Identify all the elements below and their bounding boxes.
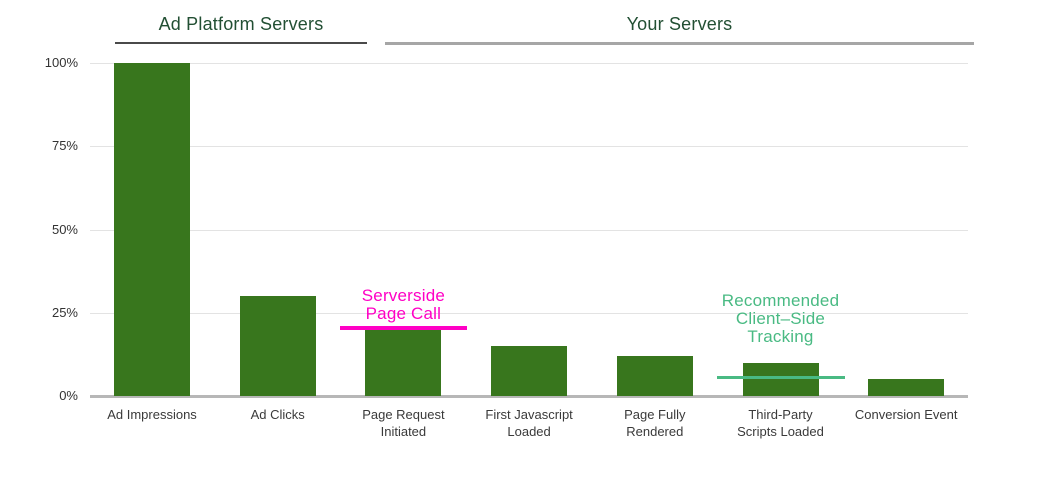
x-label-ad-clicks: Ad Clicks <box>208 406 348 423</box>
annotation-line-text: Client–Side <box>735 309 826 329</box>
x-label-line: Rendered <box>626 424 684 439</box>
x-label-conversion-event: Conversion Event <box>836 406 976 423</box>
x-label-line: Conversion Event <box>854 407 958 422</box>
bar-ad-clicks <box>239 296 316 396</box>
x-label-line: Page Fully <box>624 407 686 422</box>
section-underline-ad-platform-servers <box>115 42 367 44</box>
bar-third-party-scripts-loaded <box>742 362 819 396</box>
x-label-line: Scripts Loaded <box>737 424 824 439</box>
gridline-100 <box>90 63 968 64</box>
bar-conversion-event <box>868 379 945 396</box>
section-title-ad-platform-servers: Ad Platform Servers <box>158 14 324 34</box>
section-headers: Ad Platform Servers Your Servers <box>0 0 1049 50</box>
gridline-50 <box>90 229 968 231</box>
x-label-page-fully-rendered: Page Fully Rendered <box>585 406 725 440</box>
x-label-line: Loaded <box>507 424 551 439</box>
bar-ad-impressions <box>114 63 190 396</box>
y-tick-label-100: 100% <box>44 55 78 70</box>
section-title-your-servers: Your Servers <box>626 14 733 34</box>
y-tick-label-50: 50% <box>51 221 78 237</box>
annotation-line-text: Serverside <box>361 285 446 305</box>
annotation-line-text: Tracking <box>747 327 814 347</box>
y-tick-label-25: 25% <box>51 304 78 320</box>
x-label-line: Ad Impressions <box>107 407 197 422</box>
annotation-marker-serverside-page-call <box>339 325 467 330</box>
annotation-recommended-client-side-tracking: Recommended Client–Side Tracking <box>686 292 876 346</box>
x-label-ad-impressions: Ad Impressions <box>82 406 222 423</box>
x-label-line: First Javascript <box>485 407 573 422</box>
x-label-page-request-initiated: Page Request Initiated <box>333 406 473 440</box>
x-label-line: Initiated <box>380 424 427 439</box>
annotation-serverside-page-call: Serverside Page Call <box>308 285 498 323</box>
annotation-marker-recommended-client-side-tracking <box>716 376 845 380</box>
x-label-line: Third-Party <box>748 407 813 422</box>
annotation-line-text: Page Call <box>365 303 442 323</box>
bar-page-request-initiated <box>365 329 442 396</box>
bar-page-fully-rendered <box>616 356 693 396</box>
y-tick-label-0: 0% <box>59 388 78 403</box>
x-label-line: Page Request <box>362 407 445 422</box>
y-tick-label-75: 75% <box>51 138 78 154</box>
gridline-75 <box>90 146 968 148</box>
gridline-25 <box>90 312 968 314</box>
x-label-line: Ad Clicks <box>250 407 305 422</box>
bar-first-javascript-loaded <box>491 346 568 396</box>
x-label-third-party-scripts-loaded: Third-Party Scripts Loaded <box>711 406 851 440</box>
annotation-line-text: Recommended <box>721 291 840 311</box>
x-axis-baseline <box>90 395 968 398</box>
x-label-first-javascript-loaded: First Javascript Loaded <box>459 406 599 440</box>
section-underline-your-servers <box>385 42 974 45</box>
